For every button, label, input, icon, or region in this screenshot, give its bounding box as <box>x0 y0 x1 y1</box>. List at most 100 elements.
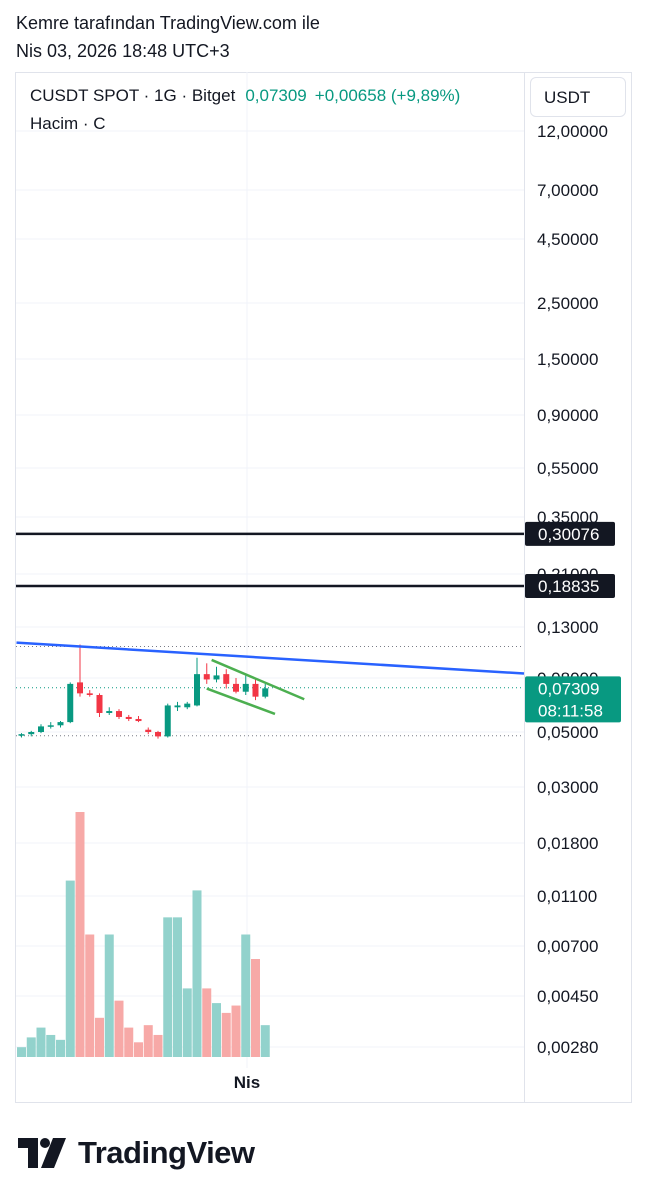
volume-bar <box>260 1025 270 1057</box>
volume-bar <box>95 1017 104 1057</box>
price-axis-label: 4,50000 <box>537 230 598 249</box>
candle-body <box>223 674 230 684</box>
volume-bar <box>163 917 173 1057</box>
time-axis: Nis <box>234 1073 260 1092</box>
candle-body <box>174 705 181 708</box>
volume-bar <box>124 1027 134 1057</box>
volume-legend[interactable]: Hacim · C <box>30 114 106 133</box>
price-axis: 12,00000 7,00000 4,50000 2,50000 1,50000 0,90… <box>537 122 608 1057</box>
countdown-label: 08:11:58 <box>538 701 603 720</box>
price-axis-label: 12,00000 <box>537 122 608 141</box>
volume-bar <box>17 1047 26 1057</box>
volume-bar <box>134 1042 143 1057</box>
candlesticks <box>18 644 269 739</box>
tradingview-logo[interactable]: TradingView <box>18 1133 255 1173</box>
date-line: Nis 03, 2026 18:48 UTC+3 <box>16 41 230 61</box>
author-line: Kemre tarafından TradingView.com ile <box>16 13 320 33</box>
volume-bar <box>56 1039 65 1057</box>
volume-bar <box>212 1003 221 1057</box>
volume-bar <box>202 988 212 1057</box>
price-axis-label: 0,00450 <box>537 987 598 1006</box>
price-scale-divider <box>524 72 525 1103</box>
last-price-badge <box>525 676 621 723</box>
currency-button[interactable]: USDT <box>530 77 626 117</box>
candle-body <box>155 732 161 737</box>
trendline <box>16 641 525 675</box>
price-axis-label: 1,50000 <box>537 350 598 369</box>
candle-body <box>194 674 200 706</box>
tradingview-logo-icon <box>18 1138 66 1168</box>
level-badge <box>525 521 615 546</box>
dotted-price-lines <box>16 645 524 737</box>
price-badges: 0,30076 0,18835 0,07309 08:11:58 <box>525 521 621 723</box>
candle-body <box>233 683 239 692</box>
tradingview-wordmark: TradingView <box>78 1135 255 1170</box>
candle-body <box>213 675 220 680</box>
volume-bars <box>17 812 270 1057</box>
candle-body <box>28 732 35 735</box>
level-badge <box>525 574 615 599</box>
candle-body <box>18 734 25 736</box>
volume-bar <box>36 1027 46 1057</box>
candle-body <box>96 694 103 713</box>
price-axis-label: 2,50000 <box>537 294 598 313</box>
volume-bar <box>221 1012 231 1057</box>
volume-bar <box>26 1037 36 1057</box>
volume-bar <box>46 1034 56 1057</box>
candle-body <box>252 683 259 697</box>
level-badge-label: 0,18835 <box>538 577 599 596</box>
last-price-label: 0,07309 <box>245 86 307 105</box>
price-axis-label: 0,05000 <box>537 723 598 742</box>
candle-body <box>135 718 142 722</box>
level-badge-label: 0,30076 <box>538 525 599 544</box>
channel-lower-line <box>206 687 276 716</box>
grid-lines <box>16 72 524 1068</box>
price-axis-label: 0,90000 <box>537 406 598 425</box>
candle-body <box>106 711 113 713</box>
price-axis-label: 0,13000 <box>537 618 598 637</box>
price-axis-label: 0,01100 <box>537 887 597 906</box>
candle-body <box>242 683 249 692</box>
candle-body <box>57 722 64 726</box>
volume-bar <box>241 934 251 1057</box>
volume-bar <box>231 1005 241 1057</box>
volume-bar <box>143 1025 153 1057</box>
candle-body <box>116 711 122 717</box>
price-axis-label: 0,01800 <box>537 834 598 853</box>
volume-bar <box>114 1000 124 1057</box>
horizontal-levels <box>16 532 524 588</box>
chart-frame <box>15 72 632 1103</box>
price-axis-label: 7,00000 <box>537 181 598 200</box>
candle-body <box>67 683 74 723</box>
candle-body <box>86 693 93 695</box>
candle-body <box>125 716 132 719</box>
volume-bar <box>75 812 85 1057</box>
candle-body <box>184 703 191 708</box>
volume-bar <box>192 890 202 1057</box>
candle-body <box>77 682 83 694</box>
chart-legend: CUSDT SPOT · 1G · Bitget 0,07309 +0,00658 … <box>30 86 460 106</box>
candle-body <box>47 725 54 727</box>
trend-drawings <box>16 641 525 716</box>
volume-bar <box>251 959 260 1057</box>
candle-body <box>203 674 210 680</box>
price-axis-label: 0,00700 <box>537 937 598 956</box>
volume-bar <box>182 988 192 1057</box>
price-change-label: +0,00658 (+9,89%) <box>314 86 461 105</box>
volume-bar <box>85 934 95 1057</box>
price-axis-label: 0,55000 <box>537 459 598 478</box>
last-price-badge-label: 0,07309 <box>538 679 599 698</box>
symbol-label[interactable]: CUSDT SPOT · 1G · Bitget <box>30 86 236 105</box>
price-axis-label: 0,00280 <box>537 1038 598 1057</box>
candle-body <box>262 688 269 697</box>
candle-body <box>145 729 152 732</box>
candle-body <box>38 726 44 732</box>
volume-bar <box>65 880 75 1057</box>
time-axis-label: Nis <box>234 1073 260 1092</box>
price-axis-label: 0,03000 <box>537 778 598 797</box>
volume-bar <box>104 934 114 1057</box>
channel-upper-line <box>211 658 305 701</box>
volume-bar <box>173 917 182 1057</box>
volume-bar <box>153 1034 163 1057</box>
